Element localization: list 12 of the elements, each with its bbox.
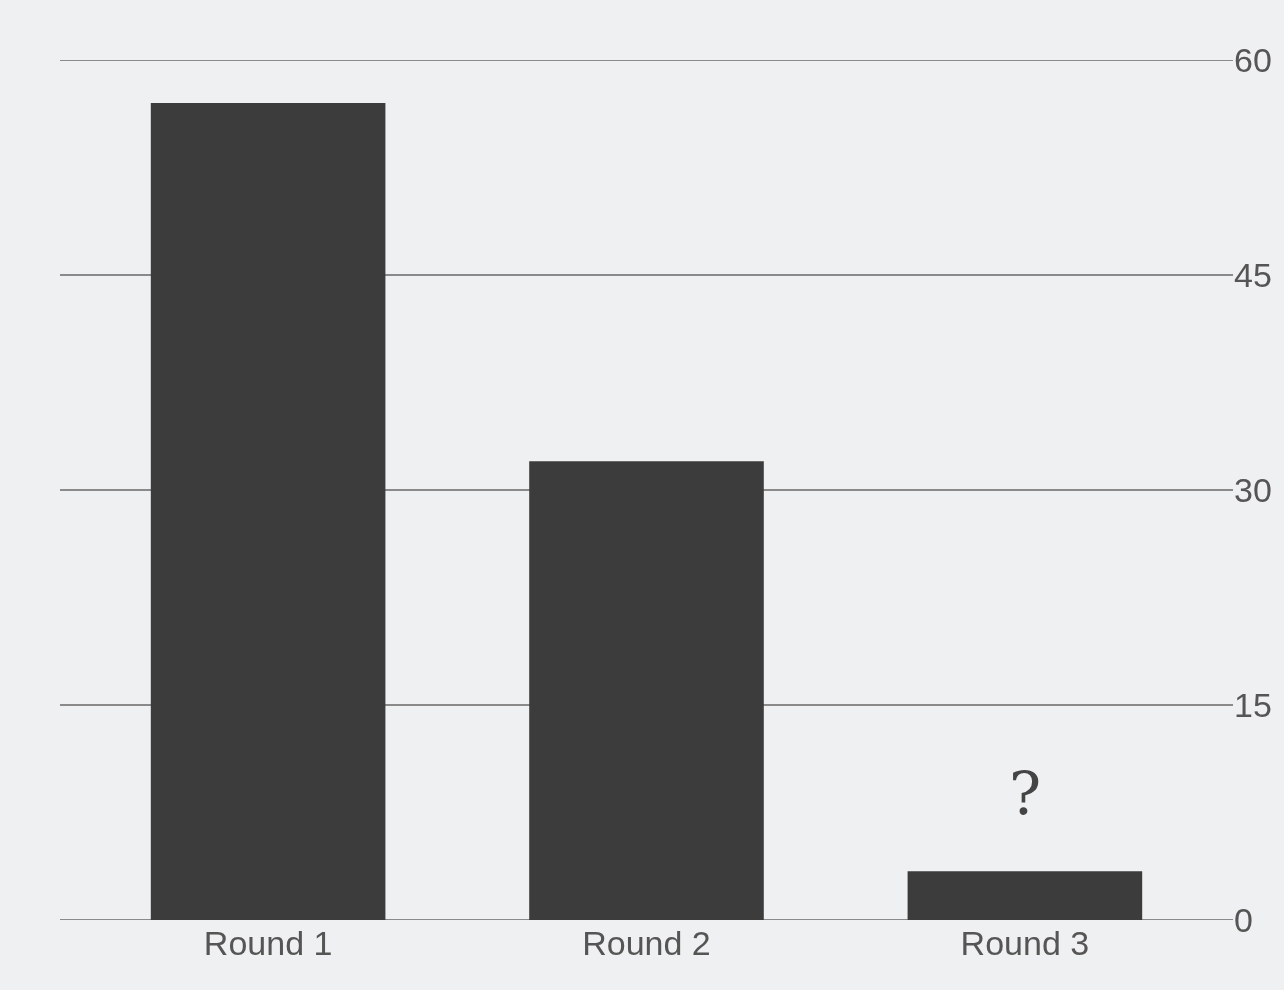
y-tick-label: 45: [1234, 255, 1272, 294]
x-tick-label: Round 3: [960, 924, 1090, 962]
x-tick-label: Round 2: [582, 924, 711, 962]
bar: [150, 103, 386, 920]
bar: [907, 871, 1143, 920]
y-tick-label: 0: [1234, 900, 1253, 939]
y-tick-label: 60: [1234, 40, 1272, 79]
y-tick-label: 15: [1234, 685, 1272, 724]
x-tick-label: Round 1: [203, 924, 333, 962]
y-tick-label: 30: [1234, 470, 1272, 509]
bar: [529, 461, 764, 920]
annotation: ?: [1009, 759, 1042, 829]
